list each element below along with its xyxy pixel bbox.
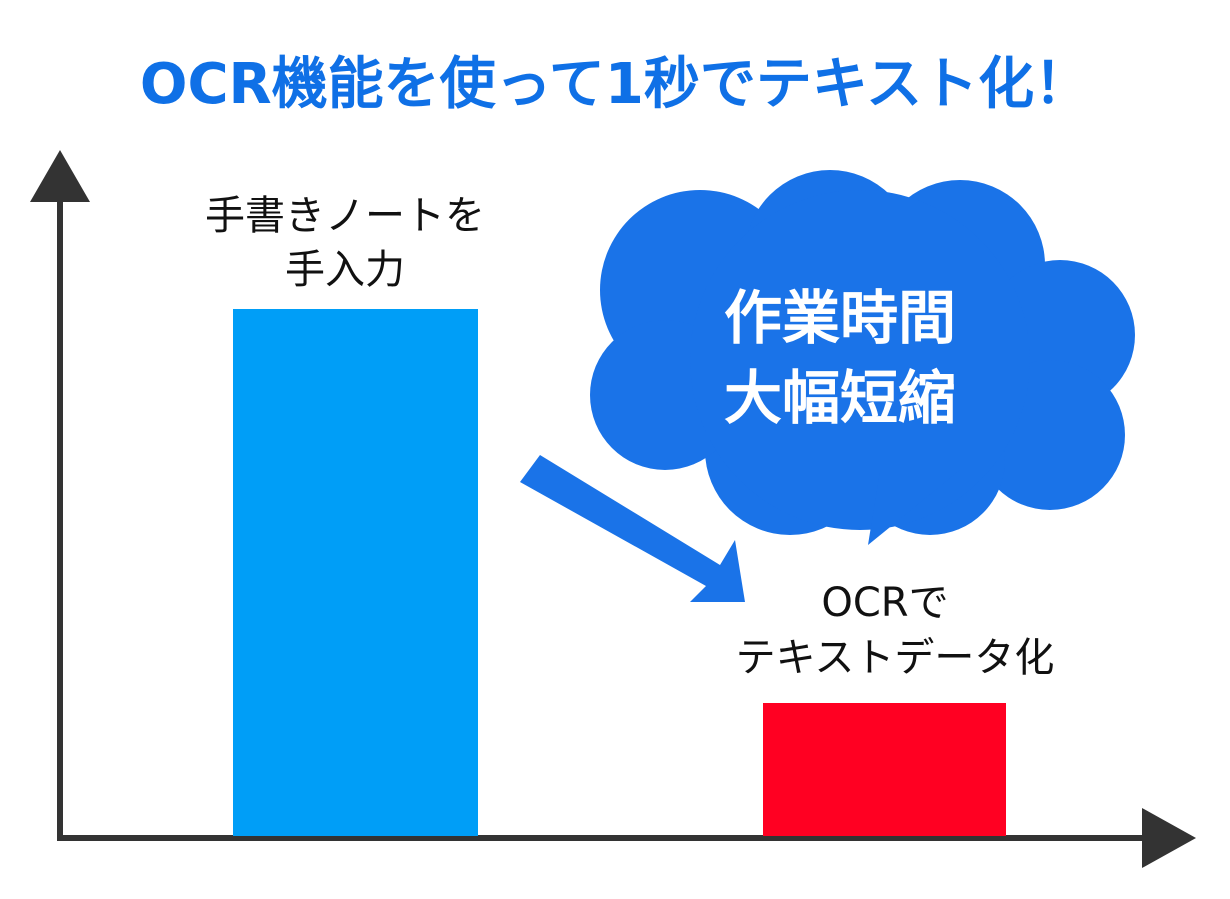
bar-label: 手入力: [285, 247, 405, 293]
title: OCR機能を使って1秒でテキスト化！: [140, 52, 1090, 117]
arrow: [520, 455, 745, 602]
bar-label: テキストデータ化: [736, 635, 1055, 681]
bar-ocr: [763, 703, 1006, 836]
cloud: [590, 170, 1135, 545]
bar-label: 手書きノートを: [205, 193, 485, 239]
axes: [30, 150, 1196, 868]
bar-label: OCRで: [821, 580, 948, 626]
callout-text: 大幅短縮: [724, 364, 956, 432]
bar-handwritten: [233, 309, 478, 836]
callout-text: 作業時間: [724, 284, 956, 352]
